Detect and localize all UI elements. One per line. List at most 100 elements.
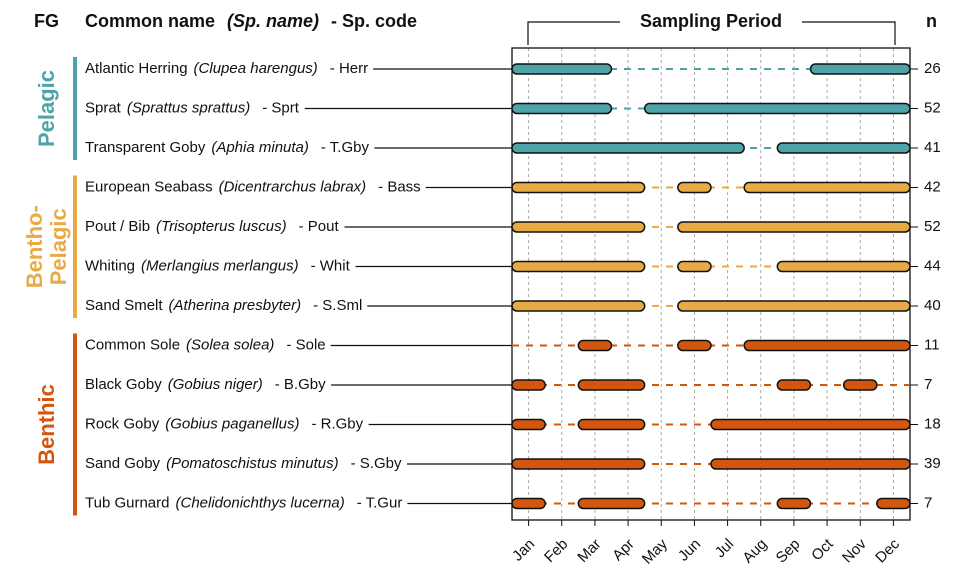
sampling-segment — [677, 300, 911, 312]
header-common: Common name (Sp. name) - Sp. code — [85, 11, 417, 31]
group-label: Pelagic — [34, 70, 59, 147]
species-label: Black Goby (Gobius niger) - B.Gby — [85, 376, 326, 393]
x-tick-label: Oct — [808, 535, 837, 564]
common-name: Sand Smelt — [85, 297, 163, 314]
sampling-segment — [677, 221, 911, 233]
sampling-segment — [743, 339, 911, 352]
n-value: 26 — [924, 60, 941, 77]
sp-code: - Pout — [299, 218, 340, 235]
sci-name: (Gobius paganellus) — [165, 415, 299, 432]
common-name: Transparent Goby — [85, 139, 206, 156]
species-label: Atlantic Herring (Clupea harengus) - Herr — [85, 60, 368, 77]
n-value: 42 — [924, 178, 941, 195]
common-name: Common Sole — [85, 336, 180, 353]
sp-code: - R.Gby — [311, 415, 363, 432]
sampling-segment — [677, 181, 712, 194]
n-value: 7 — [924, 494, 932, 511]
sampling-segment — [577, 379, 646, 391]
common-name: Sand Goby — [85, 455, 161, 472]
x-tick-label: May — [639, 535, 671, 564]
common-name: Whiting — [85, 257, 135, 274]
sp-code: - B.Gby — [275, 376, 326, 393]
sampling-segment — [776, 379, 812, 391]
sci-name: (Dicentrarchus labrax) — [219, 178, 367, 195]
sampling-segment — [511, 142, 745, 154]
n-value: 52 — [924, 99, 941, 116]
common-name: Atlantic Herring — [85, 60, 188, 77]
sampling-segment — [511, 300, 646, 312]
x-tick-label: Aug — [739, 536, 770, 564]
x-tick-label: Jun — [675, 536, 704, 564]
common-name: Pout / Bib — [85, 218, 150, 235]
species-label: Whiting (Merlangius merlangus) - Whit — [85, 257, 351, 274]
n-value: 41 — [924, 139, 941, 156]
species-label: Sand Smelt (Atherina presbyter) - S.Sml — [85, 297, 362, 314]
group-label: Bentho- — [22, 205, 47, 288]
sci-name: (Solea solea) — [186, 336, 274, 353]
species-label: Rock Goby (Gobius paganellus) - R.Gby — [85, 415, 364, 432]
sci-name: (Sprattus sprattus) — [127, 99, 250, 116]
x-tick-label: Dec — [872, 535, 903, 564]
species-label: Sand Goby (Pomatoschistus minutus) - S.Gby — [85, 455, 402, 472]
sampling-segment — [511, 497, 546, 510]
species-label: Pout / Bib (Trisopterus luscus) - Pout — [85, 218, 339, 235]
header-common-name: Common name — [85, 11, 215, 31]
sp-code: - Whit — [311, 257, 351, 274]
header-code: - Sp. code — [331, 11, 417, 31]
x-tick-label: Feb — [541, 536, 571, 564]
sampling-segment — [842, 379, 878, 391]
sampling-segment — [643, 102, 911, 115]
n-value: 18 — [924, 415, 941, 432]
x-tick-label: Jan — [509, 536, 538, 564]
sp-code: - Sole — [286, 336, 325, 353]
x-tick-label: Apr — [609, 536, 638, 564]
sampling-segment — [776, 142, 911, 154]
x-tick-label: Mar — [574, 536, 604, 564]
sci-name: (Pomatoschistus minutus) — [166, 455, 339, 472]
header-sci-name: (Sp. name) — [227, 11, 319, 31]
sp-code: - T.Gur — [357, 494, 403, 511]
header-n: n — [926, 11, 937, 31]
sci-name: (Gobius niger) — [168, 376, 263, 393]
sp-code: - Sprt — [262, 99, 300, 116]
sampling-segment — [577, 418, 646, 431]
sampling-segment — [776, 497, 812, 510]
sampling-segment — [511, 260, 646, 273]
n-value: 44 — [924, 257, 941, 274]
sci-name: (Merlangius merlangus) — [141, 257, 299, 274]
sci-name: (Chelidonichthys lucerna) — [176, 494, 345, 511]
sci-name: (Clupea harengus) — [194, 60, 318, 77]
common-name: Rock Goby — [85, 415, 160, 432]
sampling-segment — [511, 418, 546, 431]
species-label: Common Sole (Solea solea) - Sole — [85, 336, 326, 353]
sci-name: (Aphia minuta) — [211, 139, 309, 156]
x-tick-label: Jul — [712, 536, 738, 562]
sampling-segment — [577, 497, 646, 510]
species-label: European Seabass (Dicentrarchus labrax) - … — [85, 178, 421, 195]
sampling-segment — [511, 458, 646, 470]
sci-name: (Trisopterus luscus) — [156, 218, 287, 235]
sampling-segment — [776, 260, 911, 273]
species-label: Sprat (Sprattus sprattus) - Sprt — [85, 99, 300, 116]
sp-code: - S.Gby — [351, 455, 402, 472]
common-name: Tub Gurnard — [85, 494, 170, 511]
n-value: 11 — [924, 336, 940, 353]
common-name: Black Goby — [85, 376, 162, 393]
sampling-segment — [710, 458, 911, 470]
n-value: 39 — [924, 455, 941, 472]
group-label: Pelagic — [46, 208, 71, 285]
sampling-segment — [511, 102, 613, 115]
sampling-segment — [876, 497, 911, 510]
n-value: 7 — [924, 376, 932, 393]
sampling-segment — [677, 339, 712, 352]
sci-name: (Atherina presbyter) — [169, 297, 302, 314]
species-label: Tub Gurnard (Chelidonichthys lucerna) - T.… — [85, 494, 402, 511]
sampling-segment — [511, 181, 646, 194]
header-period: Sampling Period — [640, 11, 782, 31]
sampling-segment — [511, 379, 546, 391]
x-tick-label: Sep — [773, 536, 804, 564]
species-label: Transparent Goby (Aphia minuta) - T.Gby — [85, 139, 369, 156]
sampling-segment — [809, 63, 911, 75]
x-tick-label: Nov — [839, 535, 870, 564]
